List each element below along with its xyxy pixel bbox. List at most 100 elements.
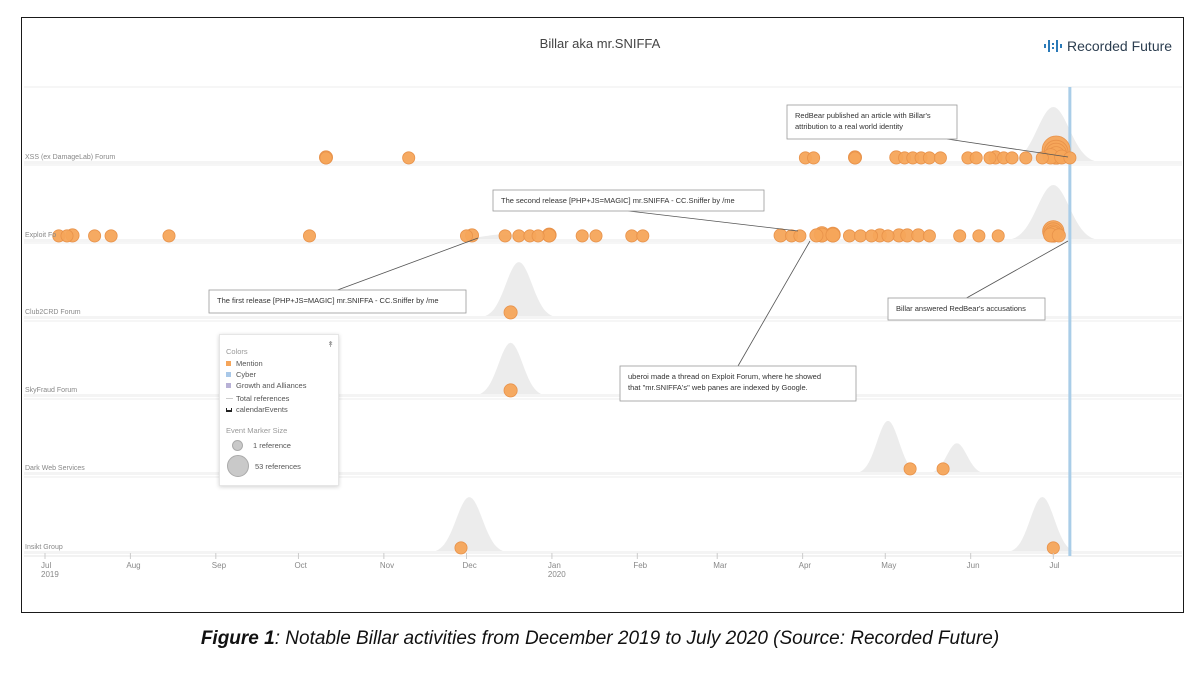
event-marker[interactable] <box>922 229 936 243</box>
lane-track <box>24 316 1182 319</box>
event-marker[interactable] <box>302 229 316 243</box>
event-marker[interactable] <box>503 305 518 320</box>
event-marker[interactable] <box>825 227 841 243</box>
event-marker[interactable] <box>865 229 879 243</box>
event-marker[interactable] <box>319 151 333 165</box>
density-curve <box>479 262 558 318</box>
event-marker[interactable] <box>903 462 917 476</box>
lane-track <box>24 472 1182 475</box>
event-marker[interactable] <box>1051 228 1066 243</box>
annotation-text: The first release [PHP+JS=MAGIC] mr.SNIF… <box>217 296 439 305</box>
legend-item-cyber[interactable]: Cyber <box>226 370 332 379</box>
annotation-leader-line <box>737 240 811 367</box>
caption-figure-number: Figure 1 <box>200 628 275 649</box>
event-marker[interactable] <box>625 229 639 243</box>
event-marker[interactable] <box>531 229 545 243</box>
event-marker[interactable] <box>1035 151 1049 165</box>
recorded-future-logo: Recorded Future <box>1043 38 1172 54</box>
density-curve <box>474 342 547 396</box>
annotation-leader-line <box>628 210 799 232</box>
event-marker[interactable] <box>843 229 857 243</box>
legend-marker-small: 1 reference <box>226 438 332 452</box>
x-tick-label: Jul <box>41 561 51 570</box>
density-curve <box>1006 497 1079 553</box>
event-marker[interactable] <box>498 229 512 243</box>
event-marker[interactable] <box>1019 151 1033 165</box>
lane-track <box>24 551 1182 554</box>
large-marker-icon <box>227 455 249 477</box>
x-tick-label: Jul <box>1049 561 1059 570</box>
legend-marker-small-label: 1 reference <box>253 440 291 450</box>
legend-item-growth[interactable]: Growth and Alliances <box>226 381 332 390</box>
chevron-double-down-icon[interactable]: ↟ <box>327 340 334 349</box>
legend-colors-heading: Colors <box>226 347 248 356</box>
event-marker[interactable] <box>969 151 983 165</box>
event-marker[interactable] <box>972 229 986 243</box>
annotation-leader-line <box>946 138 1069 158</box>
lane-track <box>24 161 1182 164</box>
event-marker[interactable] <box>922 151 936 165</box>
event-marker[interactable] <box>793 229 807 243</box>
x-tick-label: May <box>881 561 896 570</box>
x-tick-label: Oct <box>294 561 307 570</box>
annotation-box <box>492 189 765 212</box>
legend-item-total-references[interactable]: Total references <box>226 394 332 403</box>
x-tick-label: Apr <box>799 561 812 570</box>
event-marker[interactable] <box>454 541 468 555</box>
legend-label-cyber: Cyber <box>236 370 257 379</box>
x-tick-label: Feb <box>633 561 647 570</box>
lane-track <box>24 394 1182 397</box>
density-curve <box>430 497 509 553</box>
legend-marker-large: 53 references <box>226 454 332 478</box>
lane-label: Exploit Fo <box>25 232 56 239</box>
legend-swatch-mention <box>226 361 231 366</box>
density-curve <box>926 443 987 474</box>
event-marker[interactable] <box>575 229 589 243</box>
event-marker[interactable] <box>162 229 176 243</box>
legend-item-mention[interactable]: Mention <box>226 359 332 368</box>
annotation-text: Billar answered RedBear's accusations <box>896 304 1026 313</box>
legend-label-mention: Mention <box>236 359 263 368</box>
event-marker[interactable] <box>854 229 868 243</box>
event-marker[interactable] <box>807 151 821 165</box>
event-marker[interactable] <box>512 229 526 243</box>
event-marker[interactable] <box>983 151 997 165</box>
x-tick-year-label: 2019 <box>41 570 59 579</box>
legend-label-total-references: Total references <box>236 394 290 403</box>
event-marker[interactable] <box>402 151 416 165</box>
annotation-text: RedBear published an article with Billar… <box>795 111 931 120</box>
event-marker[interactable] <box>589 229 603 243</box>
event-marker[interactable] <box>1046 541 1060 555</box>
annotation-box <box>786 104 958 140</box>
event-marker[interactable] <box>848 151 862 165</box>
event-marker[interactable] <box>1005 151 1019 165</box>
density-curve <box>855 421 922 474</box>
event-marker[interactable] <box>933 151 947 165</box>
event-marker[interactable] <box>503 383 518 398</box>
legend-swatch-cyber <box>226 372 231 377</box>
legend-label-calendar-events: calendarEvents <box>236 405 288 414</box>
x-tick-label: Dec <box>463 561 477 570</box>
x-tick-label: Nov <box>380 561 394 570</box>
event-marker[interactable] <box>636 229 650 243</box>
figure-caption: Figure 1: Notable Billar activities from… <box>0 628 1200 650</box>
event-marker[interactable] <box>1063 151 1077 165</box>
event-marker[interactable] <box>60 229 74 243</box>
event-marker[interactable] <box>936 462 950 476</box>
annotation-text: uberoi made a thread on Exploit Forum, w… <box>628 372 821 381</box>
legend-marker-large-label: 53 references <box>255 461 301 471</box>
event-marker[interactable] <box>88 229 102 243</box>
event-marker[interactable] <box>991 229 1005 243</box>
legend-label-growth: Growth and Alliances <box>236 381 307 390</box>
annotation-box <box>619 365 857 402</box>
event-marker[interactable] <box>459 229 473 243</box>
annotation-text: The second release [PHP+JS=MAGIC] mr.SNI… <box>501 196 735 205</box>
event-marker[interactable] <box>104 229 118 243</box>
event-marker[interactable] <box>953 229 967 243</box>
event-marker[interactable] <box>881 229 895 243</box>
legend-item-calendar-events[interactable]: calendarEvents <box>226 405 332 414</box>
lane-label: XSS (ex DamageLab) Forum <box>25 154 115 161</box>
event-marker[interactable] <box>809 228 824 243</box>
legend-swatch-growth <box>226 383 231 388</box>
lane-label: Insikt Group <box>25 544 63 551</box>
